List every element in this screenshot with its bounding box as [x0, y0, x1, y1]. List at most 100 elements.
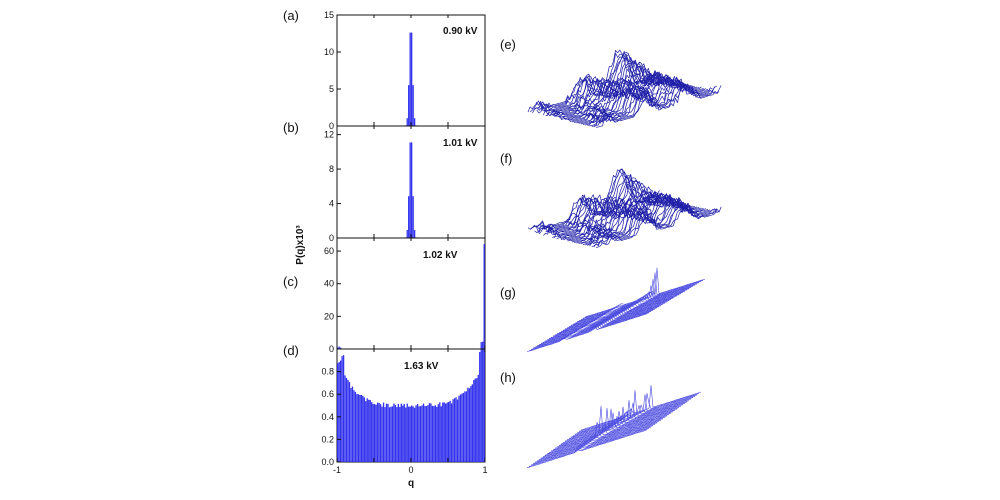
- histogram-bar: [350, 388, 352, 462]
- panel-label-c: (c): [283, 274, 298, 289]
- histogram-bar: [399, 407, 401, 462]
- surface-trace: [556, 408, 678, 448]
- y-tick-label: 0.0: [321, 457, 334, 467]
- y-tick-label: 0.2: [321, 434, 334, 444]
- histogram-bar: [474, 378, 476, 462]
- histogram-bar: [434, 405, 437, 462]
- histogram-bar: [412, 196, 414, 238]
- histogram-bar: [366, 398, 368, 462]
- histogram-bars-b: [405, 142, 417, 238]
- histogram-bar: [353, 390, 355, 462]
- surface-trace: [538, 54, 665, 111]
- histogram-bar: [338, 346, 340, 349]
- histogram-bar: [452, 399, 454, 462]
- surface-trace: [582, 197, 709, 245]
- histogram-bar: [476, 378, 478, 462]
- histogram-bar: [376, 402, 379, 462]
- surface-trace: [574, 396, 696, 435]
- histogram-bar: [382, 402, 385, 462]
- surface-trace: [528, 428, 650, 467]
- surface-panels: (e) (f) (g) (h): [500, 37, 722, 469]
- histogram-bar: [430, 403, 432, 462]
- surface-trace: [552, 63, 678, 117]
- histogram-bar: [483, 349, 485, 462]
- surface-trace: [527, 169, 654, 230]
- surface-trace: [552, 182, 678, 238]
- y-tick-label: 12: [324, 130, 334, 140]
- histogram-bar: [465, 391, 468, 462]
- surface-trace: [554, 408, 676, 449]
- histogram-bar: [411, 32, 413, 126]
- voltage-label-b: 1.01 kV: [443, 138, 478, 149]
- histogram-bar: [406, 229, 408, 238]
- y-tick-label: 0: [329, 233, 334, 243]
- surface-trace: [544, 417, 666, 456]
- surface-trace: [566, 399, 688, 440]
- histogram-bar: [416, 404, 419, 462]
- panel-label-a: (a): [283, 8, 299, 23]
- histogram-bar: [365, 401, 367, 462]
- histogram-bar: [375, 404, 377, 462]
- histogram-bar: [388, 407, 391, 462]
- histogram-bar: [351, 386, 354, 462]
- surface-trace: [558, 407, 680, 446]
- histogram-bar: [341, 356, 343, 462]
- histogram-bar: [445, 403, 447, 462]
- histogram-bar: [402, 405, 404, 462]
- histogram-bar: [409, 406, 411, 462]
- panel-label-f: (f): [500, 151, 512, 166]
- histogram-bar: [442, 402, 444, 462]
- histogram-bar: [462, 392, 465, 462]
- waterfall-surface-g: [526, 267, 706, 353]
- surface-trace: [548, 405, 670, 453]
- surface-trace: [534, 424, 656, 463]
- histogram-bar: [342, 355, 345, 462]
- histogram-bar: [356, 394, 358, 462]
- histogram-bar: [470, 386, 472, 462]
- histogram-bar: [440, 406, 442, 462]
- histogram-bar: [412, 85, 414, 126]
- histogram-bars-d: [337, 349, 485, 462]
- histogram-bar: [473, 380, 475, 462]
- histogram-bar: [391, 406, 394, 462]
- panel-label-e: (e): [500, 37, 516, 52]
- y-ticks-a: 0 5 10 15: [324, 10, 341, 131]
- y-ticks-c: 0 20 40 60: [324, 246, 341, 354]
- histogram-bar: [406, 118, 408, 126]
- surface-trace: [585, 197, 711, 246]
- histogram-bar: [422, 403, 425, 462]
- y-tick-label: 15: [324, 10, 334, 20]
- histogram-bars-c: [337, 244, 485, 349]
- histogram-bar: [385, 403, 388, 462]
- histogram-bar: [337, 347, 339, 349]
- histogram-bar: [371, 402, 373, 462]
- waterfall-surface-e: [527, 49, 722, 128]
- histogram-bar: [431, 405, 434, 462]
- surface-trace: [545, 180, 671, 233]
- surface-trace: [526, 429, 648, 469]
- x-axis-label: q: [408, 478, 414, 489]
- surface-trace: [543, 177, 669, 236]
- y-tick-label: 10: [324, 47, 334, 57]
- surface-trace: [568, 400, 690, 439]
- histogram-bar: [459, 394, 462, 462]
- histogram-bar: [477, 374, 479, 462]
- histogram-bar: [390, 406, 392, 462]
- histogram-bar: [479, 351, 481, 462]
- surface-trace: [530, 426, 652, 466]
- panel-label-h: (h): [500, 370, 516, 385]
- histogram-bar: [374, 404, 376, 462]
- y-tick-label: 0: [329, 344, 334, 354]
- histogram-bar: [408, 196, 410, 238]
- voltage-label-c: 1.02 kV: [423, 250, 458, 261]
- surface-trace: [560, 405, 682, 445]
- surface-trace: [538, 421, 660, 460]
- histogram-bar: [412, 406, 414, 462]
- histogram-bar: [354, 391, 357, 462]
- histogram-bar: [424, 405, 426, 462]
- x-tick-label: 0: [408, 465, 413, 475]
- histogram-bar: [413, 118, 416, 126]
- histogram-bar: [347, 380, 349, 462]
- histogram-bar: [403, 403, 405, 462]
